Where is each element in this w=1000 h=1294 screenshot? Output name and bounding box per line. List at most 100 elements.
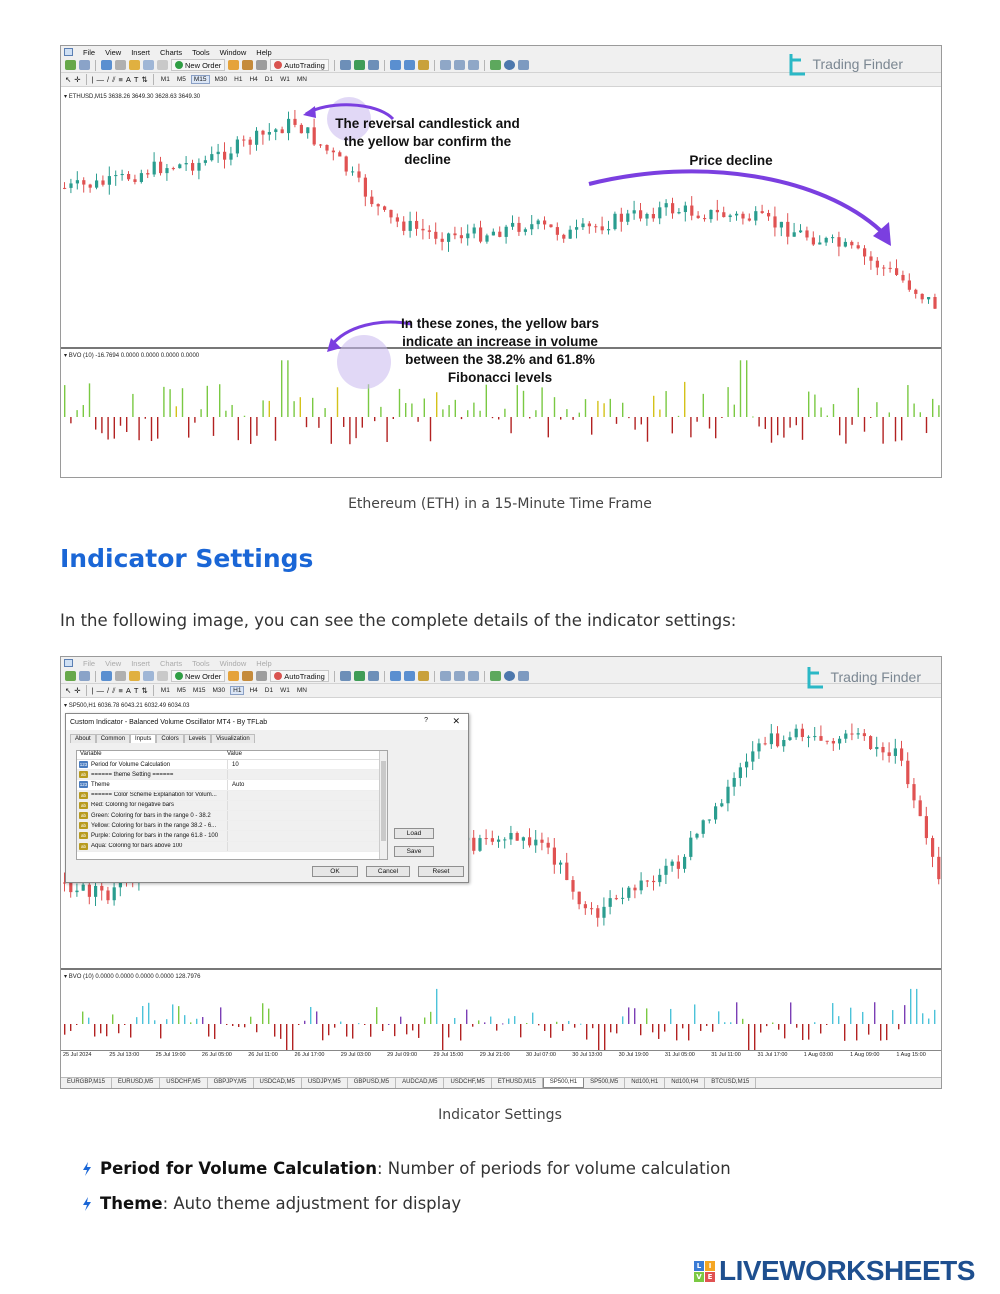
timeframe-d1[interactable]: D1 [264, 76, 274, 83]
zoom-out-icon[interactable] [403, 671, 415, 681]
tab-common[interactable]: Common [95, 734, 131, 743]
timeframe-h1[interactable]: H1 [230, 686, 245, 695]
menu-view[interactable]: View [105, 47, 122, 57]
menu-tools[interactable]: Tools [192, 47, 210, 57]
table-row[interactable]: ab Red: Coloring for negative bars [77, 800, 387, 811]
timeframe-h1[interactable]: H1 [234, 76, 243, 83]
crosshair-icon[interactable]: ✛ [74, 75, 81, 84]
timeframe-m15[interactable]: M15 [190, 75, 210, 84]
symbol-tab[interactable]: BTCUSD,M15 [705, 1078, 757, 1088]
value-cell[interactable] [227, 821, 232, 831]
menu-insert[interactable]: Insert [131, 47, 150, 57]
strategy-tester-icon[interactable] [157, 60, 168, 70]
grid-icon[interactable] [467, 671, 479, 681]
bar-chart-icon[interactable] [339, 60, 351, 70]
symbol-tab[interactable]: SP500,M5 [584, 1078, 626, 1088]
menu-charts[interactable]: Charts [159, 658, 183, 668]
symbol-tab[interactable]: SP500,H1 [542, 1078, 585, 1088]
channel-icon[interactable]: ⫽ [112, 685, 116, 695]
profiles-icon[interactable] [79, 60, 90, 70]
menu-tools[interactable]: Tools [192, 658, 210, 668]
table-row[interactable]: ab Yellow: Coloring for bars in the range… [77, 821, 387, 832]
line-chart-icon[interactable] [367, 60, 379, 70]
tile-windows-icon[interactable] [417, 671, 429, 681]
bar-chart-icon[interactable] [339, 671, 351, 681]
channel-icon[interactable]: ⫽ [112, 74, 116, 84]
symbol-tab[interactable]: USDCHF,M5 [444, 1078, 492, 1088]
symbol-tab[interactable]: Nd100,H1 [625, 1078, 666, 1088]
auto-scroll-icon[interactable] [453, 60, 465, 70]
load-button[interactable]: Load [394, 828, 434, 839]
value-cell[interactable]: 10 [227, 760, 239, 770]
timeframe-h4[interactable]: H4 [249, 76, 258, 83]
table-row[interactable]: 123 Period for Volume Calculation 10 [77, 760, 387, 771]
ok-button[interactable]: OK [312, 866, 358, 877]
data-window-icon[interactable] [129, 671, 140, 681]
grid-scrollbar[interactable] [379, 751, 387, 859]
symbol-tab[interactable]: USDCHF,M5 [160, 1078, 208, 1088]
menu-file[interactable]: File [83, 658, 96, 668]
zoom-in-icon[interactable] [389, 60, 401, 70]
candlestick-icon[interactable] [353, 60, 365, 70]
auto-scroll-icon[interactable] [453, 671, 465, 681]
symbol-tab[interactable]: GBPUSD,M5 [348, 1078, 397, 1088]
periods-icon[interactable] [503, 60, 515, 70]
table-row[interactable]: ab ====== theme Setting ====== [77, 770, 387, 781]
cancel-button[interactable]: Cancel [366, 866, 410, 877]
timeframe-mn[interactable]: MN [296, 76, 307, 83]
metaeditor-icon[interactable] [228, 671, 240, 681]
timeframe-m30[interactable]: M30 [212, 687, 226, 694]
timeframe-m1[interactable]: M1 [160, 76, 170, 83]
navigator-icon[interactable] [115, 671, 126, 681]
symbol-tab[interactable]: Nd100,H4 [665, 1078, 706, 1088]
timeframe-m30[interactable]: M30 [214, 76, 228, 83]
periods-icon[interactable] [503, 671, 515, 681]
templates-icon[interactable] [517, 671, 529, 681]
symbol-tab[interactable]: EURGBP,M15 [61, 1078, 112, 1088]
timeframe-m1[interactable]: M1 [160, 687, 170, 694]
menu-window[interactable]: Window [219, 658, 247, 668]
tab-visualization[interactable]: Visualization [211, 734, 255, 743]
cursor-icon[interactable]: ↖ [65, 686, 72, 695]
timeframe-h4[interactable]: H4 [249, 687, 258, 694]
value-cell[interactable] [227, 800, 232, 810]
metaeditor-icon[interactable] [228, 60, 240, 70]
help-icon[interactable]: ? [424, 717, 428, 724]
zoom-out-icon[interactable] [403, 60, 415, 70]
tab-levels[interactable]: Levels [183, 734, 212, 743]
candlestick-icon[interactable] [353, 671, 365, 681]
templates-icon[interactable] [517, 60, 529, 70]
menu-help[interactable]: Help [256, 658, 272, 668]
profiles-icon[interactable] [79, 671, 90, 681]
autotrading-button[interactable]: AutoTrading [270, 59, 329, 71]
table-row[interactable]: ab Purple: Coloring for bars in the range… [77, 831, 387, 842]
close-icon[interactable]: ✕ [452, 716, 460, 726]
menu-charts[interactable]: Charts [159, 47, 183, 57]
strategy-tester-icon[interactable] [157, 671, 168, 681]
timeframe-m5[interactable]: M5 [176, 687, 186, 694]
new-chart-icon[interactable] [65, 60, 76, 70]
tab-inputs[interactable]: Inputs [130, 734, 157, 743]
signals-icon[interactable] [256, 60, 268, 70]
chart-shift-icon[interactable] [439, 60, 451, 70]
label-icon[interactable]: T [133, 686, 139, 695]
timeframe-mn[interactable]: MN [296, 687, 307, 694]
crosshair-icon[interactable]: ✛ [74, 686, 81, 695]
value-cell[interactable] [227, 770, 232, 780]
terminal-icon[interactable] [143, 60, 154, 70]
value-cell[interactable]: Auto [227, 780, 244, 790]
indicators-icon[interactable] [489, 60, 501, 70]
symbol-tab[interactable]: USDCAD,M5 [254, 1078, 302, 1088]
arrows-icon[interactable]: ⇅ [141, 75, 148, 84]
navigator-icon[interactable] [115, 60, 126, 70]
value-cell[interactable] [227, 831, 232, 841]
market-watch-icon[interactable] [101, 60, 112, 70]
experts-icon[interactable] [242, 671, 254, 681]
market-watch-icon[interactable] [101, 671, 112, 681]
menu-window[interactable]: Window [219, 47, 247, 57]
timeframe-w1[interactable]: W1 [280, 687, 290, 694]
timeframe-m15[interactable]: M15 [192, 687, 206, 694]
value-cell[interactable] [227, 790, 232, 800]
tab-colors[interactable]: Colors [156, 734, 184, 743]
trendline-icon[interactable]: / [107, 75, 110, 84]
